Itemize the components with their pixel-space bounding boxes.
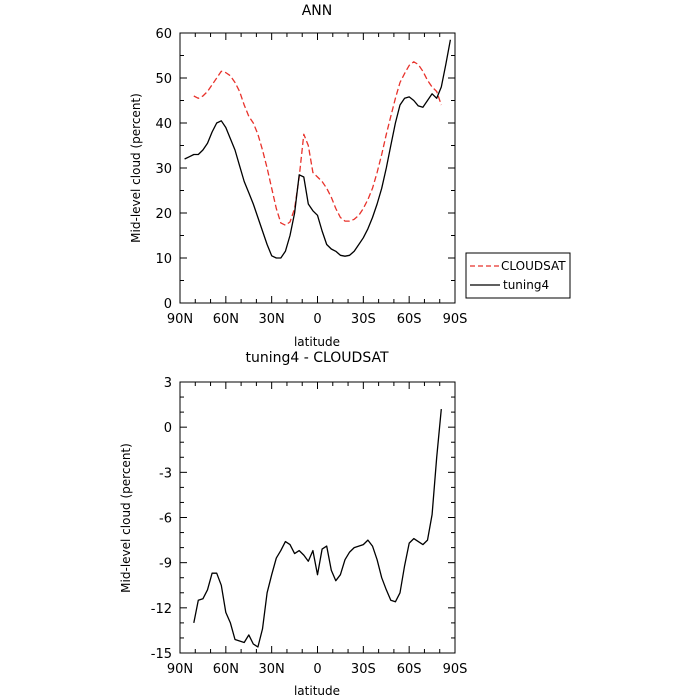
x-tick-label: 60N [213,312,239,327]
top-panel-title: ANN [302,3,333,19]
x-tick-label: 30N [259,312,285,327]
x-tick-label: 90S [443,312,468,327]
bottom-series [193,409,442,648]
series-line-cloudsat [193,61,442,226]
top-tick-labels: 0 10 20 30 40 50 60 90N 60N 30N 0 30S 60S 90S [155,27,467,327]
x-tick-label: 60N [213,662,239,677]
bottom-y-axis-title: Mid-level cloud (percent) [119,443,133,593]
x-tick-label: 90S [443,662,468,677]
y-tick-label: -6 [159,512,172,527]
y-tick-label: -12 [151,602,172,617]
x-tick-label: 30S [351,662,376,677]
top-plot-frame [179,32,456,304]
top-x-axis-title: latitude [294,335,340,349]
series-line-tuning4 [184,39,452,259]
top-panel: ANN 0 10 20 30 40 50 60 90N 60N 30N 0 30S 60S 90S lat… [129,3,467,349]
x-tick-label: 0 [313,312,321,327]
x-tick-label: 30N [259,662,285,677]
x-tick-label: 60S [397,662,422,677]
bottom-x-axis-title: latitude [294,684,340,698]
bottom-panel-title: tuning4 - CLOUDSAT [245,350,389,366]
bottom-panel: tuning4 - CLOUDSAT -15 -12 -9 -6 -3 0 3 90N 60N 3… [119,350,467,698]
x-tick-label: 90N [167,312,193,327]
y-tick-label: 30 [155,162,172,177]
y-tick-label: 0 [164,421,172,436]
y-tick-label: 40 [155,117,172,132]
y-tick-label: -3 [159,466,172,481]
legend-label-tuning4: tuning4 [503,278,549,292]
x-tick-label: 0 [313,662,321,677]
top-series [184,39,452,259]
y-tick-label: 3 [164,376,172,391]
x-tick-label: 30S [351,312,376,327]
legend-box [465,252,571,299]
top-y-axis-title: Mid-level cloud (percent) [129,93,143,243]
x-tick-label: 90N [167,662,193,677]
x-tick-label: 60S [397,312,422,327]
bottom-plot-frame [179,381,456,654]
y-tick-label: 50 [155,72,172,87]
y-tick-label: 10 [155,252,172,267]
series-line-series-0 [193,409,442,648]
legend-label-cloudsat: CLOUDSAT [501,259,566,273]
bottom-tick-labels: -15 -12 -9 -6 -3 0 3 90N 60N 30N 0 30S 60S 90S [151,376,468,677]
legend: CLOUDSAT tuning4 [465,252,571,299]
y-tick-label: 60 [155,27,172,42]
y-tick-label: 20 [155,207,172,222]
y-tick-label: 0 [164,297,172,312]
y-tick-label: -9 [159,557,172,572]
y-tick-label: -15 [151,647,172,662]
